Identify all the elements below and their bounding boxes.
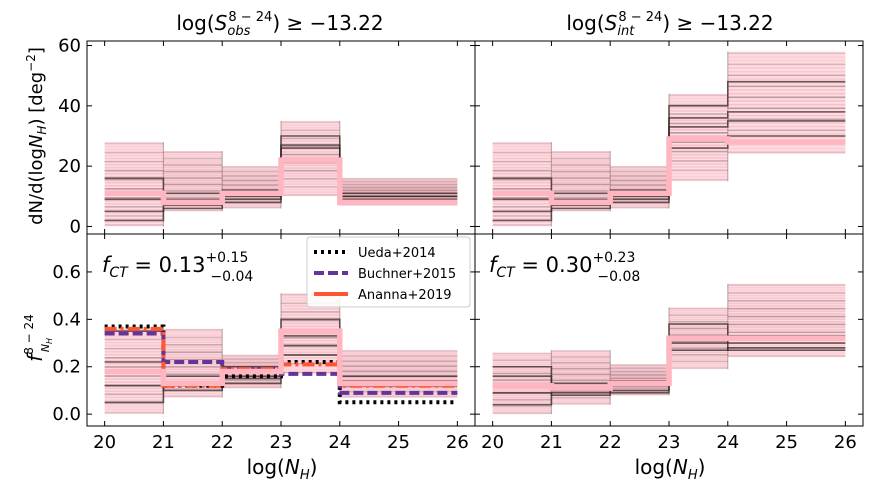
realization-step-line (492, 111, 846, 222)
x-tick-label: 26 (834, 432, 857, 453)
xlabel-right: log(NH) (635, 455, 706, 483)
title-top-left: log(Sobs8 − 24) ≥ −13.22 (176, 10, 383, 39)
x-tick-label: 23 (270, 432, 293, 453)
median-step-line (104, 328, 458, 387)
legend-ananna-label: Ananna+2019 (358, 288, 452, 303)
x-tick-label: 22 (599, 432, 622, 453)
panel-top-left-observed: 0 20 40 60 (58, 36, 476, 237)
plot-content (492, 283, 846, 415)
legend-ueda-label: Ueda+2014 (358, 246, 436, 261)
median-step-line (104, 157, 458, 206)
plot-content (104, 120, 458, 227)
plot-content (104, 293, 458, 415)
panel-top-right-intrinsic (474, 40, 864, 235)
fct-annotation-left: fCT = 0.13+0.15 −0.04 (102, 250, 253, 285)
uncertainty-band (610, 166, 669, 209)
uncertainty-band (492, 142, 552, 227)
y-tick-label: 40 (58, 96, 81, 117)
y-tick-label: 0 (70, 216, 81, 237)
panel-bottom-right-intrinsic-fraction: 20 21 22 23 24 25 26 (474, 233, 864, 453)
y-tick-label: 0.2 (52, 357, 81, 378)
realization-step-line (492, 323, 846, 396)
plot-content (492, 51, 846, 227)
uncertainty-band (104, 142, 164, 227)
x-tick-label: 24 (716, 432, 739, 453)
y-tick-label: 60 (58, 36, 81, 57)
uncertainty-band (727, 283, 846, 358)
uncertainty-band (727, 51, 846, 155)
x-tick-label: 20 (481, 432, 504, 453)
uncertainty-band (339, 350, 458, 398)
y-tick-label: 20 (58, 156, 81, 177)
legend-box (306, 236, 471, 308)
legend: Ueda+2014 Buchner+2015 Ananna+2019 (306, 236, 471, 308)
realization-step-line (492, 80, 846, 198)
y-tick-label: 0.4 (52, 309, 81, 330)
ylabel-top: dN/d(logNH) [deg−2] (24, 47, 49, 225)
realization-step-line (492, 337, 846, 406)
x-tick-label: 26 (446, 432, 469, 453)
title-top-right: log(Sint8 − 24) ≥ −13.22 (566, 10, 773, 39)
x-tick-label: 21 (540, 432, 563, 453)
xlabel-left: log(NH) (247, 455, 318, 483)
ylabel-bottom: f8 − 24 NH (22, 314, 54, 362)
uncertainty-band (222, 166, 281, 209)
x-tick-label: 22 (211, 432, 234, 453)
x-tick-label: 21 (152, 432, 175, 453)
x-tick-label: 24 (328, 432, 351, 453)
x-tick-label: 25 (775, 432, 798, 453)
median-step-line (492, 136, 846, 206)
y-tick-label: 0.6 (52, 262, 81, 283)
x-tick-label: 25 (387, 432, 410, 453)
y-tick-label: 0.0 (52, 404, 81, 425)
fct-annotation-right: fCT = 0.30+0.23 −0.08 (489, 250, 640, 285)
legend-buchner-label: Buchner+2015 (358, 267, 456, 282)
median-step-line (492, 335, 846, 391)
x-tick-label: 20 (93, 432, 116, 453)
x-tick-label: 23 (658, 432, 681, 453)
